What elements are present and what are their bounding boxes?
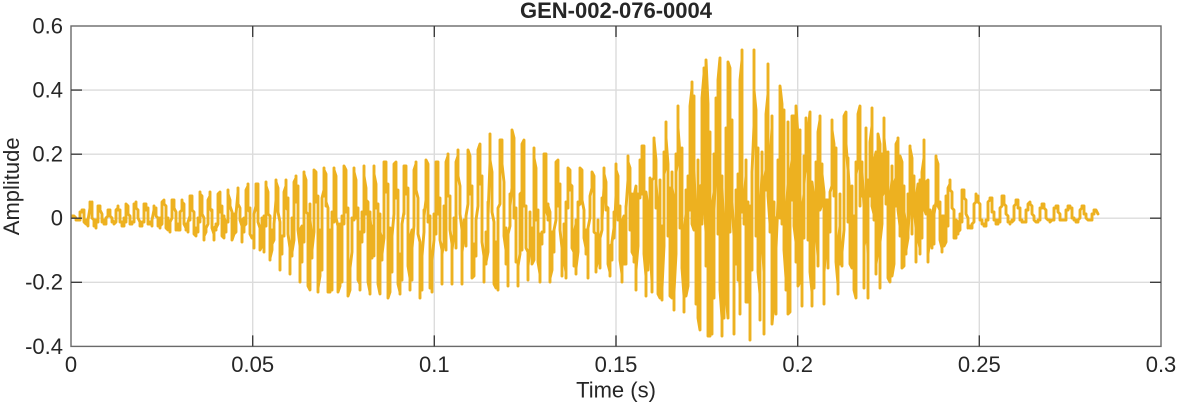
svg-text:0.3: 0.3	[1146, 352, 1177, 377]
svg-text:-0.2: -0.2	[25, 270, 63, 295]
svg-text:0.4: 0.4	[32, 78, 63, 103]
svg-text:0: 0	[65, 352, 77, 377]
svg-text:0.25: 0.25	[958, 352, 1001, 377]
svg-text:Amplitude: Amplitude	[0, 137, 24, 235]
svg-text:-0.4: -0.4	[25, 334, 63, 359]
svg-text:GEN-002-076-0004: GEN-002-076-0004	[520, 0, 713, 23]
svg-text:0.05: 0.05	[231, 352, 274, 377]
svg-text:0: 0	[51, 206, 63, 231]
svg-text:0.2: 0.2	[782, 352, 813, 377]
svg-text:0.2: 0.2	[32, 142, 63, 167]
svg-text:0.15: 0.15	[595, 352, 638, 377]
svg-text:0.6: 0.6	[32, 13, 63, 38]
svg-text:Time (s): Time (s)	[576, 378, 656, 403]
svg-text:0.1: 0.1	[419, 352, 450, 377]
